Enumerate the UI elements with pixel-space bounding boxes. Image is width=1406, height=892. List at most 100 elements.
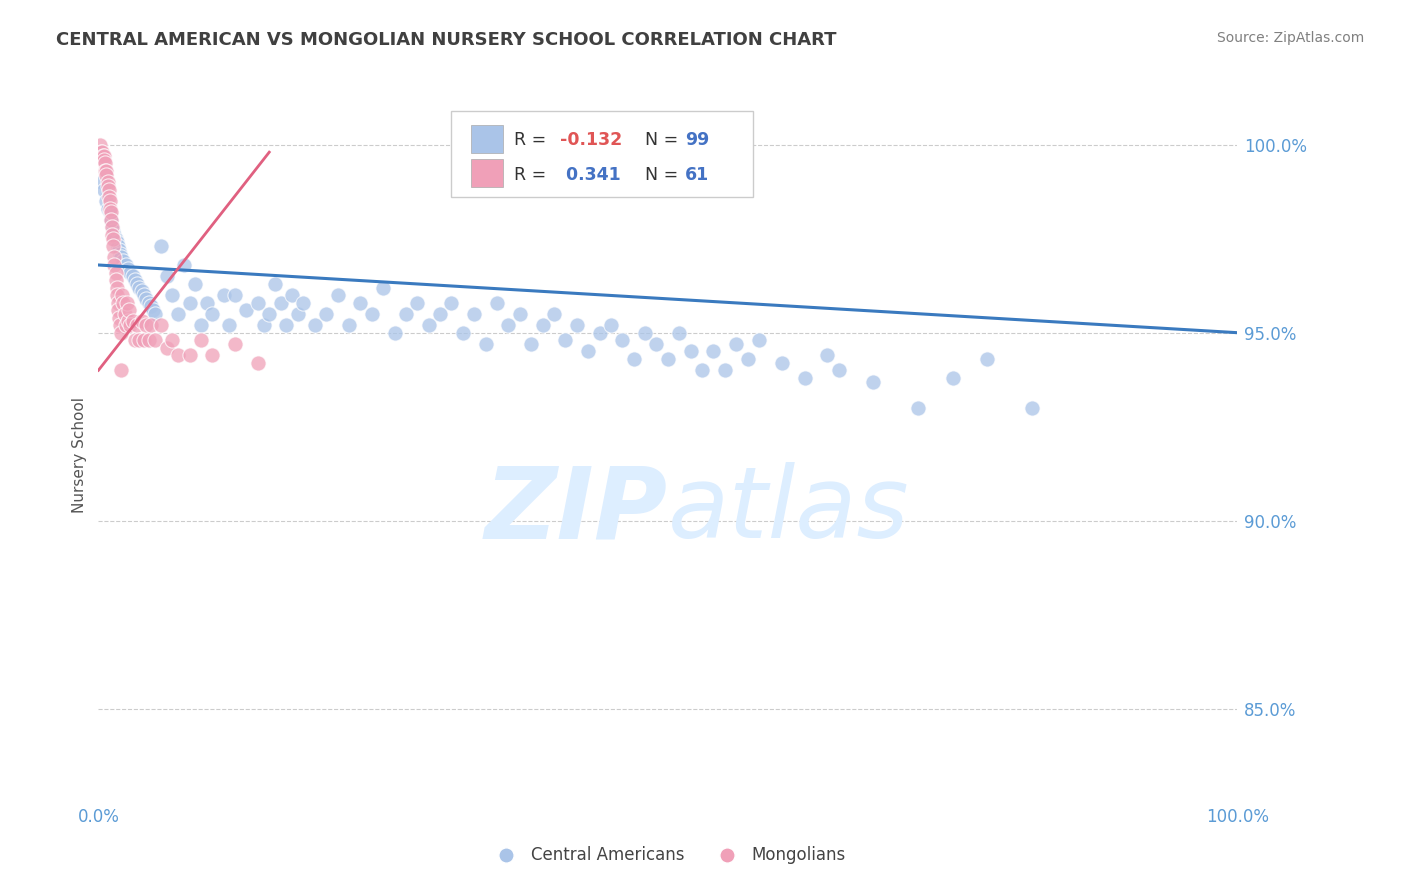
Point <box>131 314 153 328</box>
Point <box>276 318 298 333</box>
Point <box>124 333 146 347</box>
Point <box>246 356 269 370</box>
Point <box>451 326 474 340</box>
Point <box>862 375 884 389</box>
Point <box>114 318 136 333</box>
Point <box>105 288 128 302</box>
Point <box>543 307 565 321</box>
Point <box>371 280 394 294</box>
Point <box>100 205 122 219</box>
Point <box>124 273 146 287</box>
Point <box>120 318 142 333</box>
Point <box>105 280 128 294</box>
Point <box>212 288 235 302</box>
Point <box>418 318 440 333</box>
Point <box>105 235 128 250</box>
Point <box>98 194 121 208</box>
Point <box>93 149 115 163</box>
Point <box>135 292 157 306</box>
Point <box>976 351 998 366</box>
Point <box>117 261 139 276</box>
Point <box>326 288 349 302</box>
Point <box>139 299 162 313</box>
Point <box>224 288 246 302</box>
Point <box>94 156 117 170</box>
Legend: Central Americans, Mongolians: Central Americans, Mongolians <box>484 839 852 871</box>
Point <box>150 318 173 333</box>
Point <box>270 295 292 310</box>
Point <box>107 239 129 253</box>
Point <box>96 164 118 178</box>
Point <box>725 337 748 351</box>
FancyBboxPatch shape <box>451 111 754 197</box>
Point <box>565 318 588 333</box>
Point <box>132 333 155 347</box>
Point <box>89 137 111 152</box>
Point <box>623 351 645 366</box>
Point <box>108 246 131 260</box>
Point <box>770 356 793 370</box>
Point <box>103 227 125 242</box>
Text: CENTRAL AMERICAN VS MONGOLIAN NURSERY SCHOOL CORRELATION CHART: CENTRAL AMERICAN VS MONGOLIAN NURSERY SC… <box>56 31 837 49</box>
Point <box>90 175 112 189</box>
Text: -0.132: -0.132 <box>560 131 621 150</box>
Point <box>132 288 155 302</box>
Point <box>201 348 224 362</box>
Point <box>108 310 131 325</box>
Point <box>96 202 118 216</box>
Point <box>103 251 125 265</box>
Point <box>96 175 118 189</box>
Point <box>576 344 599 359</box>
Point <box>101 220 124 235</box>
Point <box>714 363 737 377</box>
Point <box>486 295 509 310</box>
Point <box>91 149 114 163</box>
Point <box>110 326 132 340</box>
Point <box>101 220 124 235</box>
Point <box>90 145 112 160</box>
Point <box>145 307 167 321</box>
Point <box>190 318 212 333</box>
Point <box>815 348 838 362</box>
Point <box>156 269 179 284</box>
Point <box>737 351 759 366</box>
Point <box>173 258 195 272</box>
Point <box>138 295 160 310</box>
Point <box>520 337 543 351</box>
Point <box>114 258 136 272</box>
Text: 61: 61 <box>685 166 709 184</box>
Point <box>118 303 141 318</box>
Point <box>304 318 326 333</box>
Point <box>103 232 125 246</box>
Point <box>104 232 127 246</box>
Point <box>292 295 315 310</box>
Point <box>101 227 124 242</box>
Point <box>112 254 135 268</box>
Point <box>162 288 184 302</box>
Point <box>97 190 120 204</box>
FancyBboxPatch shape <box>471 125 503 153</box>
Point <box>287 307 309 321</box>
Point <box>156 341 179 355</box>
Point <box>150 239 173 253</box>
Point <box>111 288 134 302</box>
Point <box>184 277 207 291</box>
Point <box>942 371 965 385</box>
Point <box>349 295 371 310</box>
Point <box>190 333 212 347</box>
Point <box>201 307 224 321</box>
Point <box>702 344 724 359</box>
Point <box>110 251 132 265</box>
Point <box>246 295 269 310</box>
Point <box>600 318 623 333</box>
Point <box>748 333 770 347</box>
Text: ZIP: ZIP <box>485 462 668 559</box>
Point <box>108 243 131 257</box>
Point <box>90 145 112 160</box>
Point <box>121 269 143 284</box>
Point <box>93 153 115 167</box>
Point <box>384 326 406 340</box>
Point <box>117 314 139 328</box>
Point <box>657 351 679 366</box>
Text: N =: N = <box>634 131 683 150</box>
